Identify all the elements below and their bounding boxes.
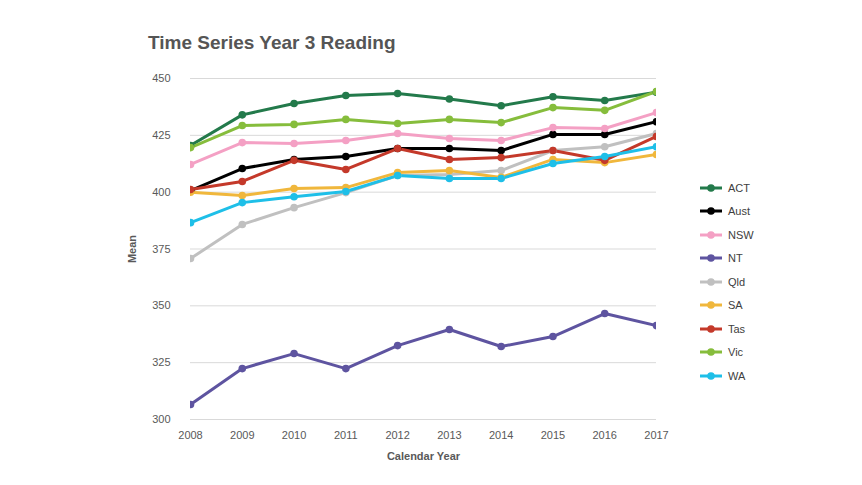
svg-text:2016: 2016 bbox=[592, 429, 616, 441]
svg-text:375: 375 bbox=[152, 243, 170, 255]
html-text:SA: SA bbox=[728, 299, 743, 312]
svg-text:325: 325 bbox=[152, 356, 170, 368]
svg-text:2010: 2010 bbox=[282, 429, 306, 441]
svg-text:2008: 2008 bbox=[178, 429, 202, 441]
html-text:WA: WA bbox=[728, 369, 746, 382]
svg-text:2009: 2009 bbox=[230, 429, 254, 441]
html-text:Qld: Qld bbox=[728, 275, 746, 288]
html-text:Aust: Aust bbox=[728, 205, 750, 218]
html-text:Vic: Vic bbox=[728, 346, 744, 359]
html-text:Time Series Year 3 Reading: Time Series Year 3 Reading bbox=[148, 32, 396, 53]
svg-text:450: 450 bbox=[152, 72, 170, 84]
svg-text:2017: 2017 bbox=[644, 429, 668, 441]
svg-text:400: 400 bbox=[152, 186, 170, 198]
html-text:Tas: Tas bbox=[728, 322, 746, 335]
svg-text:350: 350 bbox=[152, 299, 170, 311]
html-text:NT: NT bbox=[728, 252, 743, 265]
svg-text:2012: 2012 bbox=[385, 429, 409, 441]
svg-text:300: 300 bbox=[152, 413, 170, 425]
svg-text:2014: 2014 bbox=[489, 429, 513, 441]
html-text:ACT: ACT bbox=[728, 181, 750, 194]
svg-text:2013: 2013 bbox=[437, 429, 461, 441]
svg-text:425: 425 bbox=[152, 129, 170, 141]
svg-text:2015: 2015 bbox=[541, 429, 565, 441]
svg-text:2011: 2011 bbox=[334, 429, 358, 441]
svg-text:Mean: Mean bbox=[126, 235, 138, 263]
svg-text:Calendar Year: Calendar Year bbox=[387, 450, 461, 462]
html-text:NSW: NSW bbox=[728, 228, 754, 241]
